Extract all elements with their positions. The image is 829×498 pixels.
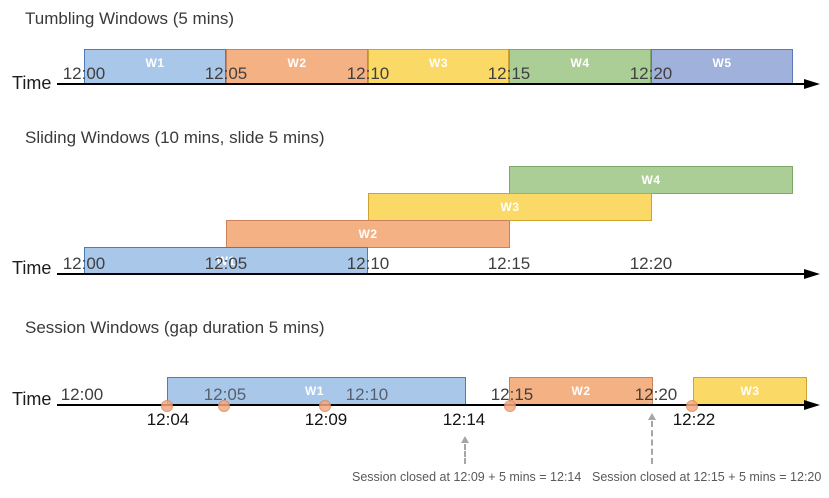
- event-time-label-1222: 12:22: [672, 410, 716, 429]
- event-dot-1215: [504, 400, 516, 412]
- sliding-tick-1200: 12:00: [62, 254, 106, 273]
- sliding-window-bar-w2: W2: [226, 220, 510, 248]
- sliding-title: Sliding Windows (10 mins, slide 5 mins): [25, 128, 325, 147]
- sliding-window-bar-w3: W3: [368, 193, 652, 221]
- session-tick-1200: 12:00: [60, 385, 104, 404]
- window-label-w1: W1: [145, 55, 165, 70]
- tumbling-window-bar-w4: W4: [509, 49, 651, 84]
- tumbling-title: Tumbling Windows (5 mins): [25, 9, 235, 28]
- session-axis-arrowhead-icon: [804, 400, 820, 410]
- window-label-w5: W5: [712, 55, 732, 70]
- session-time-axis-label: Time: [12, 389, 52, 409]
- sliding-tick-1205: 12:05: [204, 254, 248, 273]
- window-label-w4: W4: [641, 173, 661, 187]
- sliding-axis-arrowhead-icon: [804, 269, 820, 279]
- sliding-time-axis: [57, 273, 806, 275]
- sliding-tick-1220: 12:20: [629, 254, 673, 273]
- tumbling-tick-1215: 12:15: [487, 64, 531, 83]
- dashed-arrow-up-icon: [461, 436, 469, 443]
- session-tick-1205: 12:05: [203, 385, 247, 404]
- session-tick-1215: 12:15: [490, 385, 534, 404]
- sliding-tick-1210: 12:10: [346, 254, 390, 273]
- sliding-window-bar-w4: W4: [509, 166, 793, 194]
- tumbling-window-bar-w5: W5: [651, 49, 793, 84]
- event-dot-1222: [686, 400, 698, 412]
- tumbling-axis-arrowhead-icon: [804, 79, 820, 89]
- window-label-w3: W3: [500, 200, 520, 214]
- session-tick-1210: 12:10: [345, 385, 389, 404]
- window-label-w2: W2: [358, 227, 378, 241]
- window-label-w3: W3: [429, 55, 448, 70]
- tumbling-tick-1210: 12:10: [346, 64, 390, 83]
- session-title: Session Windows (gap duration 5 mins): [25, 318, 325, 337]
- session-closed-annotation-2: Session closed at 12:15 + 5 mins = 12:20: [592, 470, 822, 484]
- window-label-w2: W2: [571, 384, 591, 398]
- sliding-tick-1215: 12:15: [487, 254, 531, 273]
- dashed-arrow-up-icon: [648, 413, 656, 420]
- window-label-w2: W2: [287, 55, 307, 70]
- event-dot-1205: [218, 400, 230, 412]
- tumbling-window-bar-w2: W2: [226, 49, 368, 84]
- sliding-window-bar-w1: W1: [84, 247, 368, 275]
- session-closed-annotation-1: Session closed at 12:09 + 5 mins = 12:14: [352, 470, 582, 484]
- sliding-time-axis-label: Time: [12, 258, 52, 278]
- event-time-label-1214: 12:14: [442, 410, 486, 429]
- window-label-w4: W4: [570, 55, 590, 70]
- event-time-label-1204: 12:04: [146, 410, 190, 429]
- event-dot-1204: [161, 400, 173, 412]
- dashed-arrow-line: [464, 444, 466, 464]
- event-dot-1209: [319, 400, 331, 412]
- tumbling-tick-1200: 12:00: [62, 64, 106, 83]
- tumbling-tick-1220: 12:20: [629, 64, 673, 83]
- tumbling-time-axis: [57, 83, 806, 85]
- session-window-bar-w2: W2: [509, 377, 653, 405]
- tumbling-time-axis-label: Time: [12, 73, 52, 93]
- tumbling-tick-1205: 12:05: [204, 64, 248, 83]
- session-window-bar-w3: W3: [693, 377, 807, 405]
- event-time-label-1209: 12:09: [304, 410, 348, 429]
- session-time-axis: [57, 404, 806, 406]
- dashed-arrow-line: [651, 421, 653, 464]
- window-label-w3: W3: [740, 384, 760, 398]
- window-label-w1: W1: [216, 254, 236, 268]
- window-label-w1: W1: [305, 384, 324, 398]
- session-tick-1220: 12:20: [634, 385, 678, 404]
